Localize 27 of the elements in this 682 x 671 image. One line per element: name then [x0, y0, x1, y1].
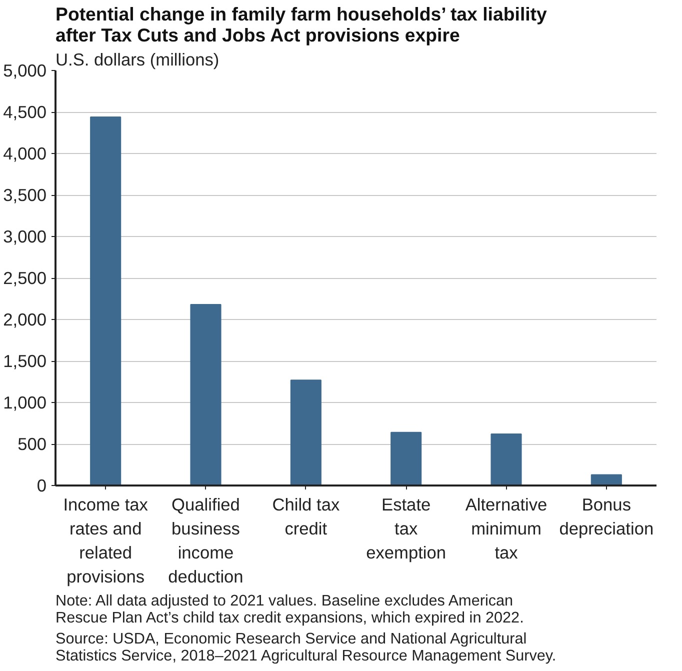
x-tick-label: Alternative minimum tax	[465, 494, 548, 562]
y-tick-label: 5,000	[3, 60, 47, 80]
chart-title: Potential change in family farm households’ tax liability after Tax Cuts and Jobs Act provisions expire	[56, 4, 548, 46]
bar	[490, 434, 522, 486]
y-tick-label: 3,500	[3, 185, 47, 205]
y-tick-label: 1,500	[3, 351, 47, 371]
x-tick-label: Bonus depreciation	[559, 494, 654, 538]
bar	[190, 304, 222, 486]
y-tick-label: 4,500	[3, 102, 47, 122]
bar	[590, 474, 622, 486]
bar	[90, 116, 122, 486]
x-tick-label: Child tax credit	[272, 494, 340, 538]
bar	[390, 432, 422, 486]
source-note: Source: USDA, Economic Research Service and National Agricultural Statistics Service, 2018–2021 Agricultural Resource Management Survey.	[56, 630, 556, 664]
y-tick-label: 500	[18, 434, 47, 454]
y-tick-label: 2,500	[3, 268, 47, 288]
x-tick-label: Income tax rates and related provisions	[63, 494, 148, 586]
text: Note: All data adjusted to 2021 values. Baseline excludes American Rescue Plan Act’s child tax credit expansions, which expired in 2022.	[56, 592, 524, 626]
y-tick-label: 2,000	[3, 310, 47, 330]
x-tick-label: Qualified business income deduction	[168, 494, 244, 586]
y-tick-label: 3,000	[3, 226, 47, 246]
y-axis-title: U.S. dollars (millions)	[56, 50, 220, 70]
y-tick-label: 0	[36, 476, 47, 496]
x-tick-label: Estate tax exemption	[366, 494, 446, 562]
y-tick-label: 4,000	[3, 144, 47, 164]
bar	[290, 380, 322, 486]
y-tick-label: 1,000	[3, 392, 47, 412]
